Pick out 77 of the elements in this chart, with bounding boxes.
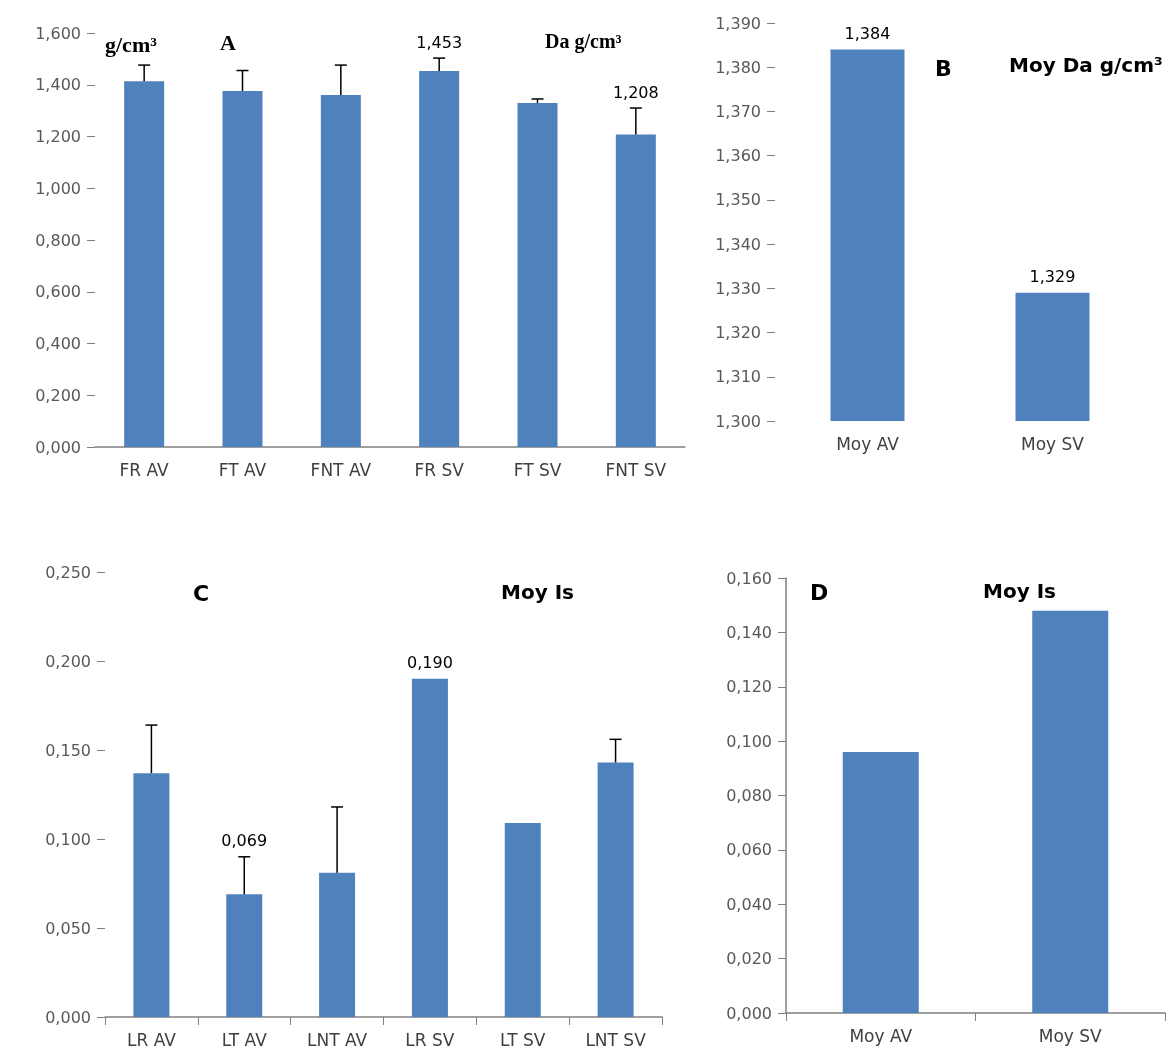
y-axis-title: g/cm³: [105, 31, 158, 57]
y-tick-label: 1,340: [715, 234, 761, 254]
chart-subtitle: Moy Is: [501, 580, 574, 604]
data-label: 0,069: [221, 831, 268, 851]
y-tick-label: 1,330: [715, 278, 761, 298]
y-tick-label: 0,050: [45, 918, 91, 938]
y-tick-label: 0,400: [35, 334, 81, 353]
data-label: 1,329: [1029, 267, 1076, 287]
y-tick-label: 1,400: [35, 75, 81, 95]
y-tick-label: 0,060: [726, 840, 772, 860]
x-tick-label: LNT SV: [585, 1029, 647, 1050]
bar: [504, 822, 541, 1017]
x-tick-label: LT AV: [221, 1029, 268, 1050]
y-tick-label: 1,300: [715, 411, 761, 431]
x-tick-label: FR AV: [119, 459, 170, 480]
chart-title: C: [193, 580, 210, 606]
x-tick-label: Moy AV: [836, 433, 900, 454]
y-tick-label: 0,000: [35, 437, 81, 457]
data-label: 1,453: [416, 32, 463, 52]
bar: [419, 71, 460, 447]
bar: [124, 81, 165, 447]
y-tick-label: 0,000: [726, 1003, 772, 1023]
x-tick-label: LR SV: [405, 1029, 455, 1050]
y-tick-label: 1,000: [35, 178, 81, 198]
x-tick-label: LR AV: [126, 1029, 177, 1050]
chart-subtitle: Moy Is: [983, 579, 1056, 603]
y-tick-label: 0,020: [726, 949, 772, 969]
y-tick-label: 0,100: [726, 731, 772, 751]
x-tick-label: FNT SV: [605, 459, 667, 480]
bar: [411, 678, 448, 1017]
x-tick-label: FT SV: [513, 459, 562, 480]
bar: [517, 103, 558, 447]
y-tick-label: 1,320: [715, 323, 761, 343]
y-tick-label: 0,160: [726, 568, 772, 588]
y-tick-label: 1,360: [715, 146, 761, 166]
y-tick-label: 0,200: [35, 385, 81, 405]
bar: [222, 90, 263, 447]
y-tick-label: 0,140: [726, 622, 772, 642]
chart-title: A: [220, 29, 236, 55]
bar: [226, 894, 263, 1017]
y-tick-label: 1,390: [715, 13, 761, 33]
y-tick-label: 1,370: [715, 101, 761, 121]
x-tick-label: FT AV: [218, 459, 267, 480]
data-label: 1,208: [612, 82, 659, 102]
y-tick-label: 0,250: [45, 562, 91, 582]
y-tick-label: 1,600: [35, 23, 81, 43]
bar: [597, 762, 634, 1017]
x-tick-label: Moy SV: [1021, 433, 1085, 454]
x-tick-label: LT SV: [500, 1029, 546, 1050]
text: Moy Da g/cm³: [1009, 53, 1163, 77]
x-tick-label: FR SV: [414, 459, 465, 480]
x-tick-label: LNT AV: [307, 1029, 368, 1050]
y-tick-label: 0,800: [35, 230, 81, 250]
bar: [319, 872, 356, 1017]
data-label: 1,384: [844, 24, 891, 44]
bar: [320, 95, 361, 447]
y-tick-label: 0,600: [35, 282, 81, 302]
bar: [133, 773, 170, 1017]
text: B: [935, 55, 952, 81]
y-tick-label: 0,040: [726, 894, 772, 914]
y-tick-label: 1,200: [35, 127, 81, 146]
y-tick-label: 1,310: [715, 367, 761, 387]
data-label: 0,190: [407, 653, 453, 673]
y-tick-label: 0,100: [45, 829, 91, 849]
y-tick-label: 0,080: [726, 786, 772, 805]
chart-subtitle: Da g/cm³: [545, 30, 622, 53]
y-tick-label: 1,350: [715, 190, 761, 210]
chart-title: D: [810, 579, 829, 605]
y-tick-label: 0,200: [45, 651, 91, 671]
x-tick-label: Moy SV: [1038, 1025, 1103, 1046]
y-tick-label: 0,000: [45, 1007, 91, 1027]
y-tick-label: 0,150: [45, 740, 91, 760]
x-tick-label: Moy AV: [849, 1025, 913, 1046]
bar: [615, 134, 656, 447]
x-tick-label: FNT AV: [310, 459, 372, 480]
y-tick-label: 0,120: [726, 677, 772, 697]
y-tick-label: 1,380: [715, 57, 761, 77]
